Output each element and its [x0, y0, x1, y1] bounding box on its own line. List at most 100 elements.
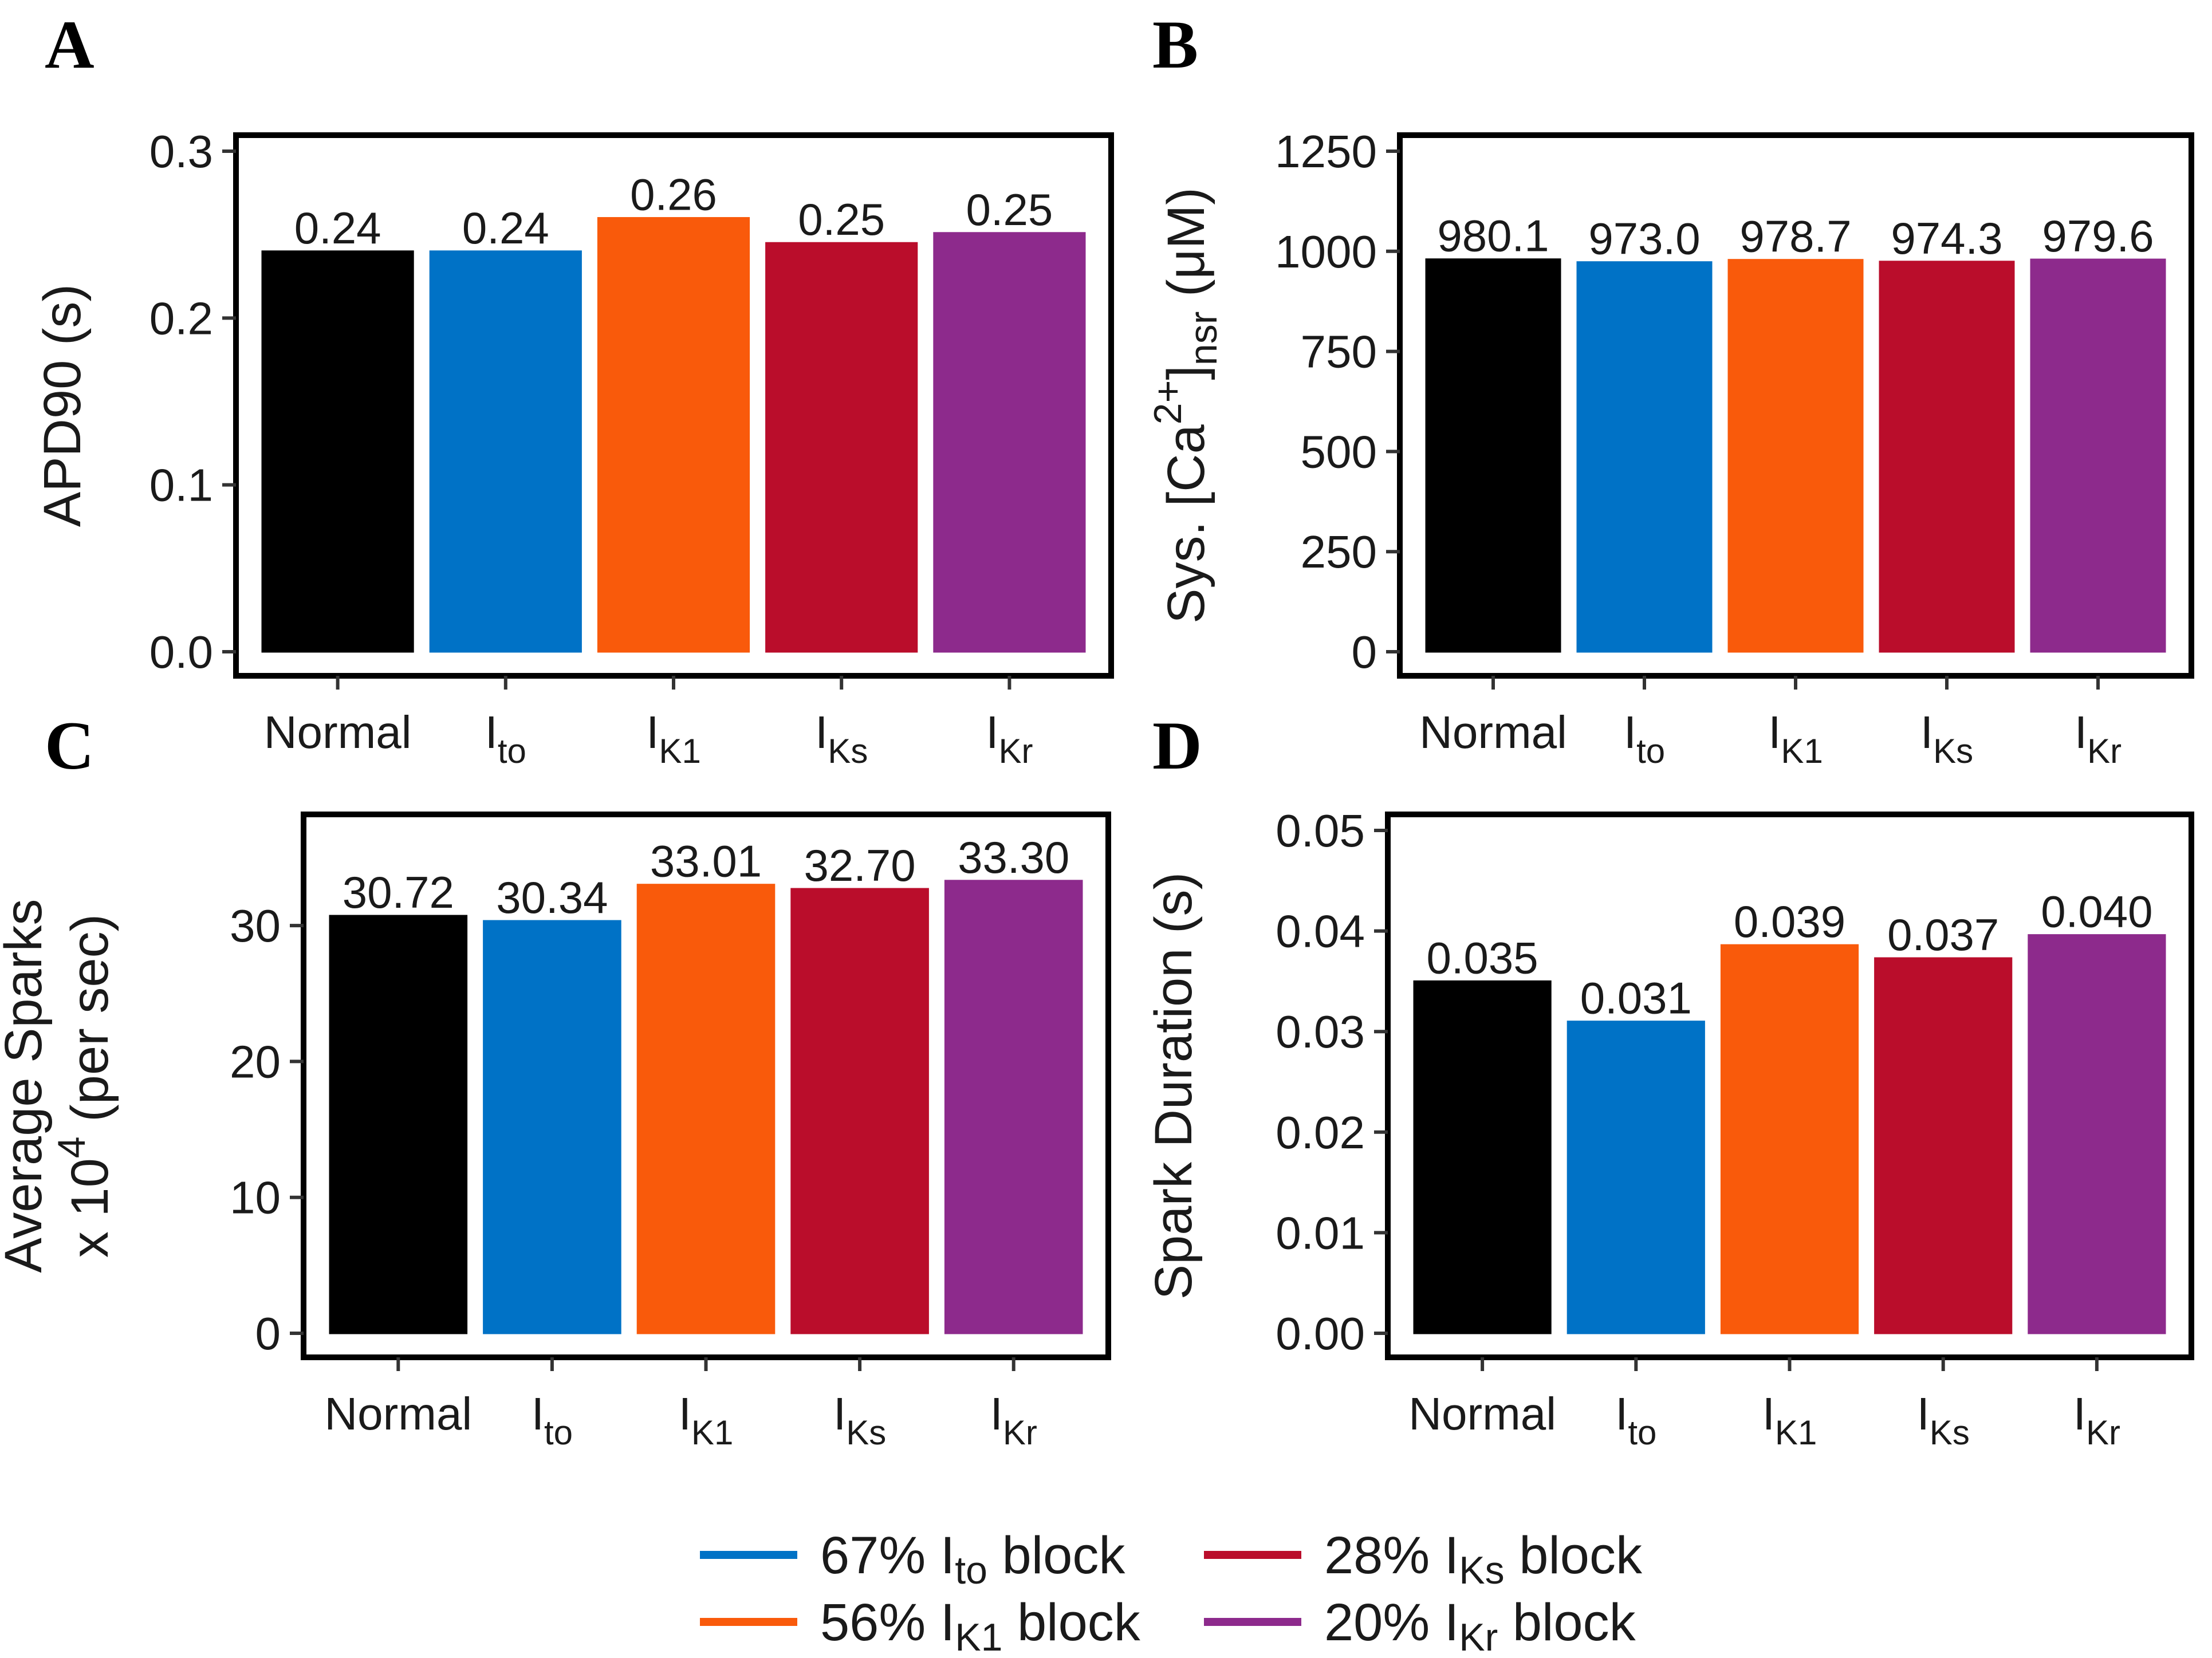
- x-tick-label-normal: Normal: [1408, 1388, 1556, 1439]
- legend-sub-ito: to: [955, 1549, 987, 1592]
- bar-value-label-ikr: 33.30: [958, 832, 1069, 883]
- bar-value-label-normal: 30.72: [343, 867, 454, 917]
- x-tick-label-iks: IKs: [833, 1388, 886, 1452]
- x-tick-label-ik1: IK1: [646, 707, 701, 770]
- bar-ik1: [597, 217, 750, 653]
- bar-ik1: [1720, 944, 1859, 1334]
- legend-label-ikr: 20% IKr block: [1324, 1593, 1636, 1658]
- bar-value-label-iks: 974.3: [1891, 213, 2002, 263]
- y-axis-title: x 104 (per sec): [50, 914, 119, 1258]
- y-tick-label: 0.00: [1276, 1308, 1365, 1359]
- chart-panel-c: 0 10 20 30 30.72 Normal 30.34 Ito 33.01 IK1 32.70 I…: [0, 812, 1111, 1452]
- bar-value-label-normal: 0.24: [294, 203, 381, 253]
- y-tick-label: 0.3: [149, 126, 213, 177]
- x-tick-label-ikr: IKr: [990, 1388, 1037, 1452]
- bar-value-label-ito: 0.031: [1580, 973, 1692, 1023]
- x-tick-label-iks: IKs: [1920, 707, 1973, 770]
- bar-value-label-ik1: 978.7: [1739, 211, 1851, 262]
- bar-value-label-ito: 30.34: [496, 872, 608, 923]
- y-tick-label: 30: [230, 900, 281, 951]
- bar-value-label-ito: 973.0: [1588, 214, 1700, 264]
- legend-percent-iks: 28%: [1324, 1526, 1430, 1585]
- bar-value-label-ik1: 0.039: [1734, 896, 1845, 947]
- x-tick-label-iks: IKs: [1917, 1388, 1970, 1452]
- y-tick-label: 0.04: [1276, 906, 1365, 957]
- legend-label-ito: 67% Ito block: [820, 1526, 1125, 1592]
- bar-iks: [1874, 957, 2013, 1334]
- bar-value-label-ikr: 0.25: [966, 184, 1053, 235]
- bar-value-label-normal: 0.035: [1426, 932, 1538, 983]
- legend-main-ik1: I: [940, 1593, 955, 1652]
- bar-ikr: [944, 880, 1083, 1334]
- bar-normal: [1425, 258, 1561, 653]
- y-tick-label: 500: [1301, 426, 1377, 477]
- legend-main-ikr: I: [1445, 1593, 1459, 1652]
- legend-label-iks: 28% IKs block: [1324, 1526, 1643, 1592]
- bar-value-label-ik1: 0.26: [630, 170, 717, 220]
- bar-iks: [1879, 261, 2015, 653]
- x-tick-label-ito: Ito: [532, 1388, 573, 1452]
- y-tick-label: 0.0: [149, 627, 213, 678]
- y-tick-label: 0.01: [1276, 1207, 1365, 1258]
- y-tick-label: 20: [230, 1036, 281, 1087]
- bar-ito: [1576, 261, 1713, 653]
- y-tick-label: 250: [1301, 526, 1377, 577]
- panel-label-c: C: [45, 707, 95, 783]
- legend-main-ito: I: [940, 1526, 955, 1585]
- y-axis-title: APD90 (s): [33, 284, 92, 527]
- y-tick-label: 0: [1352, 627, 1377, 678]
- chart-panel-d: 0.00 0.01 0.02 0.03 0.04 0.05 0.035 Normal 0.031…: [1144, 805, 2194, 1452]
- legend-sub-ik1: K1: [955, 1616, 1002, 1658]
- panel-label-a: A: [45, 6, 95, 82]
- x-tick-label-iks: IKs: [815, 707, 868, 770]
- legend-percent-ikr: 20%: [1324, 1593, 1430, 1652]
- bar-value-label-ikr: 979.6: [2042, 211, 2154, 261]
- y-axis-title: Sys. [Ca2+]nsr (μM): [1146, 187, 1225, 624]
- bar-value-label-iks: 0.25: [798, 194, 885, 245]
- legend-tail-ik1: block: [1017, 1593, 1141, 1652]
- bar-value-label-ik1: 33.01: [650, 836, 762, 887]
- chart-panel-a: 0.0 0.1 0.2 0.3 0.24 Normal 0.24 Ito 0.26 IK1 0.25…: [33, 126, 1114, 770]
- bar-normal: [261, 250, 414, 653]
- bar-ik1: [636, 884, 776, 1334]
- x-tick-label-ik1: IK1: [1762, 1388, 1817, 1452]
- y-tick-label: 0.05: [1276, 805, 1365, 856]
- bar-ikr: [2028, 934, 2166, 1334]
- x-tick-label-normal: Normal: [264, 707, 412, 758]
- bar-ikr: [933, 232, 1086, 653]
- bar-ito: [483, 920, 621, 1334]
- bar-ikr: [2030, 258, 2166, 653]
- bar-iks: [765, 242, 918, 653]
- bar-normal: [1413, 980, 1552, 1334]
- x-tick-label-ikr: IKr: [2075, 707, 2122, 770]
- legend-tail-ikr: block: [1513, 1593, 1636, 1652]
- x-tick-label-ito: Ito: [1624, 707, 1665, 770]
- x-tick-label-normal: Normal: [324, 1388, 472, 1439]
- y-tick-label: 0: [255, 1308, 281, 1359]
- bar-value-label-iks: 32.70: [804, 840, 915, 891]
- x-tick-label-ik1: IK1: [679, 1388, 734, 1452]
- legend-tail-ito: block: [1002, 1526, 1126, 1585]
- panel-label-d: D: [1152, 707, 1202, 783]
- y-tick-label: 1000: [1275, 226, 1377, 277]
- x-tick-label-ik1: IK1: [1768, 707, 1823, 770]
- y-tick-label: 750: [1301, 326, 1377, 377]
- legend-tail-iks: block: [1519, 1526, 1643, 1585]
- y-axis-title: Spark Duration (s): [1144, 872, 1203, 1299]
- bar-value-label-ikr: 0.040: [2041, 887, 2152, 937]
- bar-ito: [1566, 1021, 1705, 1334]
- y-tick-label: 0.03: [1276, 1006, 1365, 1057]
- legend-label-ik1: 56% IK1 block: [820, 1593, 1141, 1658]
- x-tick-label-ikr: IKr: [2073, 1388, 2120, 1452]
- legend-sub-iks: Ks: [1459, 1549, 1504, 1592]
- y-tick-label: 1250: [1275, 126, 1377, 177]
- legend-sub-ikr: Kr: [1459, 1616, 1498, 1658]
- legend-percent-ik1: 56%: [820, 1593, 926, 1652]
- y-tick-label: 0.1: [149, 460, 213, 511]
- y-tick-label: 10: [230, 1172, 281, 1223]
- bar-value-label-normal: 980.1: [1437, 211, 1549, 261]
- x-tick-label-ikr: IKr: [986, 707, 1033, 770]
- x-tick-label-ito: Ito: [485, 707, 526, 770]
- bar-ito: [429, 250, 582, 653]
